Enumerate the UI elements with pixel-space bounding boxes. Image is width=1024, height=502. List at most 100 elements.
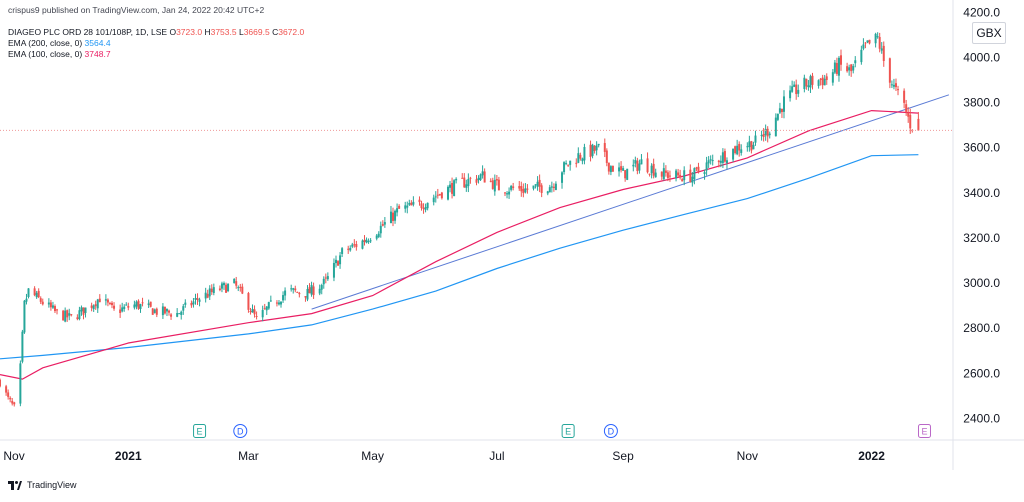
candle-body <box>218 288 221 291</box>
candle-body <box>337 261 340 266</box>
ema200-legend[interactable]: EMA (200, close, 0) 3564.4 <box>8 38 111 48</box>
candle-body <box>536 181 539 187</box>
currency-button[interactable]: GBX <box>972 22 1006 44</box>
candle-body <box>241 286 244 294</box>
candle-body <box>581 158 584 162</box>
candle-body <box>483 171 486 183</box>
candle-body <box>548 187 551 193</box>
candle-body <box>840 55 843 65</box>
candle-body <box>878 36 881 49</box>
candle-body <box>654 172 657 178</box>
candle-body <box>204 292 207 299</box>
candle-body <box>64 310 67 322</box>
symbol-name[interactable]: DIAGEO PLC ORD 28 101/108P, 1D, LSE <box>8 27 168 37</box>
symbol-ohlc-line: DIAGEO PLC ORD 28 101/108P, 1D, LSE O372… <box>8 27 304 37</box>
candle-body <box>854 60 857 64</box>
candle-body <box>495 179 498 181</box>
event-marker-label: D <box>237 427 244 437</box>
footer-brand[interactable]: TradingView <box>8 480 77 490</box>
candle-body <box>108 302 111 304</box>
candle-body <box>575 162 578 164</box>
candle-body <box>905 104 908 112</box>
candle-body <box>349 247 352 251</box>
candle-body <box>269 300 272 302</box>
candle-body <box>267 302 270 309</box>
candle-body <box>831 72 834 83</box>
candle-body <box>298 292 301 295</box>
candle-body <box>332 262 335 278</box>
candle-body <box>497 179 500 191</box>
candle-body <box>233 278 236 284</box>
candle-body <box>11 400 14 404</box>
candle-body <box>738 143 741 151</box>
candle-body <box>634 160 637 164</box>
candle-body <box>721 152 724 163</box>
candle-body <box>420 203 423 209</box>
candle-body <box>465 184 468 188</box>
candle-body <box>782 96 785 112</box>
y-tick-label: 3200.0 <box>963 231 1000 245</box>
upcoming-earnings-marker-icon[interactable] <box>917 424 931 438</box>
candle-body <box>595 145 598 151</box>
y-tick-label: 2600.0 <box>963 366 1000 380</box>
candle-body <box>748 141 751 148</box>
ema100-line[interactable] <box>0 109 919 380</box>
candle-body <box>253 309 256 315</box>
dividend-marker-icon[interactable] <box>603 424 618 438</box>
candle-body <box>477 177 480 181</box>
candle-body <box>835 62 838 74</box>
candle-body <box>866 40 869 43</box>
close-label: C <box>272 27 279 37</box>
candle-body <box>404 205 407 209</box>
earnings-marker-icon[interactable] <box>193 424 207 438</box>
candle-body <box>736 145 739 155</box>
candle-body <box>62 310 65 321</box>
candle-body <box>153 309 156 313</box>
candle-body <box>190 303 193 306</box>
candle-body <box>194 298 197 300</box>
candle-body <box>434 196 437 198</box>
candle-body <box>13 402 16 405</box>
dividend-marker-icon[interactable] <box>233 424 248 438</box>
candle-body <box>520 186 523 192</box>
candle-body <box>461 177 464 179</box>
candle-body <box>811 75 814 85</box>
candle-body <box>406 205 409 208</box>
close-value: 3672.0 <box>278 27 305 37</box>
candle-body <box>534 184 537 186</box>
candle-body <box>668 175 671 177</box>
candle-body <box>640 159 643 165</box>
candle-body <box>84 307 87 313</box>
ema200-line[interactable] <box>0 154 919 360</box>
candle-body <box>894 83 897 88</box>
candle-body <box>677 172 680 176</box>
candle-body <box>35 292 38 298</box>
candle-body <box>797 89 800 94</box>
earnings-marker-icon[interactable] <box>561 424 575 438</box>
candle-body <box>605 150 608 163</box>
candle-body <box>691 176 694 183</box>
y-tick-label: 4000.0 <box>963 50 1000 64</box>
candle-body <box>208 288 211 297</box>
candle-body <box>113 305 116 309</box>
candle-body <box>47 302 50 305</box>
ema100-legend[interactable]: EMA (100, close, 0) 3748.7 <box>8 49 111 59</box>
candle-body <box>284 290 287 296</box>
candle-body <box>789 90 792 99</box>
candle-body <box>227 283 230 292</box>
candle-body <box>603 143 606 152</box>
candle-body <box>322 278 325 285</box>
candle-body <box>56 309 59 311</box>
candle-body <box>168 310 171 313</box>
candle-body <box>793 84 796 87</box>
candle-body <box>689 169 692 182</box>
candle-body <box>263 308 266 310</box>
candle-body <box>632 164 635 167</box>
x-tick-label: Nov <box>737 449 758 463</box>
x-tick-label: Nov <box>3 449 24 463</box>
ema100-label: EMA (100, close, 0) <box>8 49 83 59</box>
trendline[interactable] <box>311 94 950 310</box>
candle-body <box>178 313 181 315</box>
candle-body <box>538 179 541 187</box>
